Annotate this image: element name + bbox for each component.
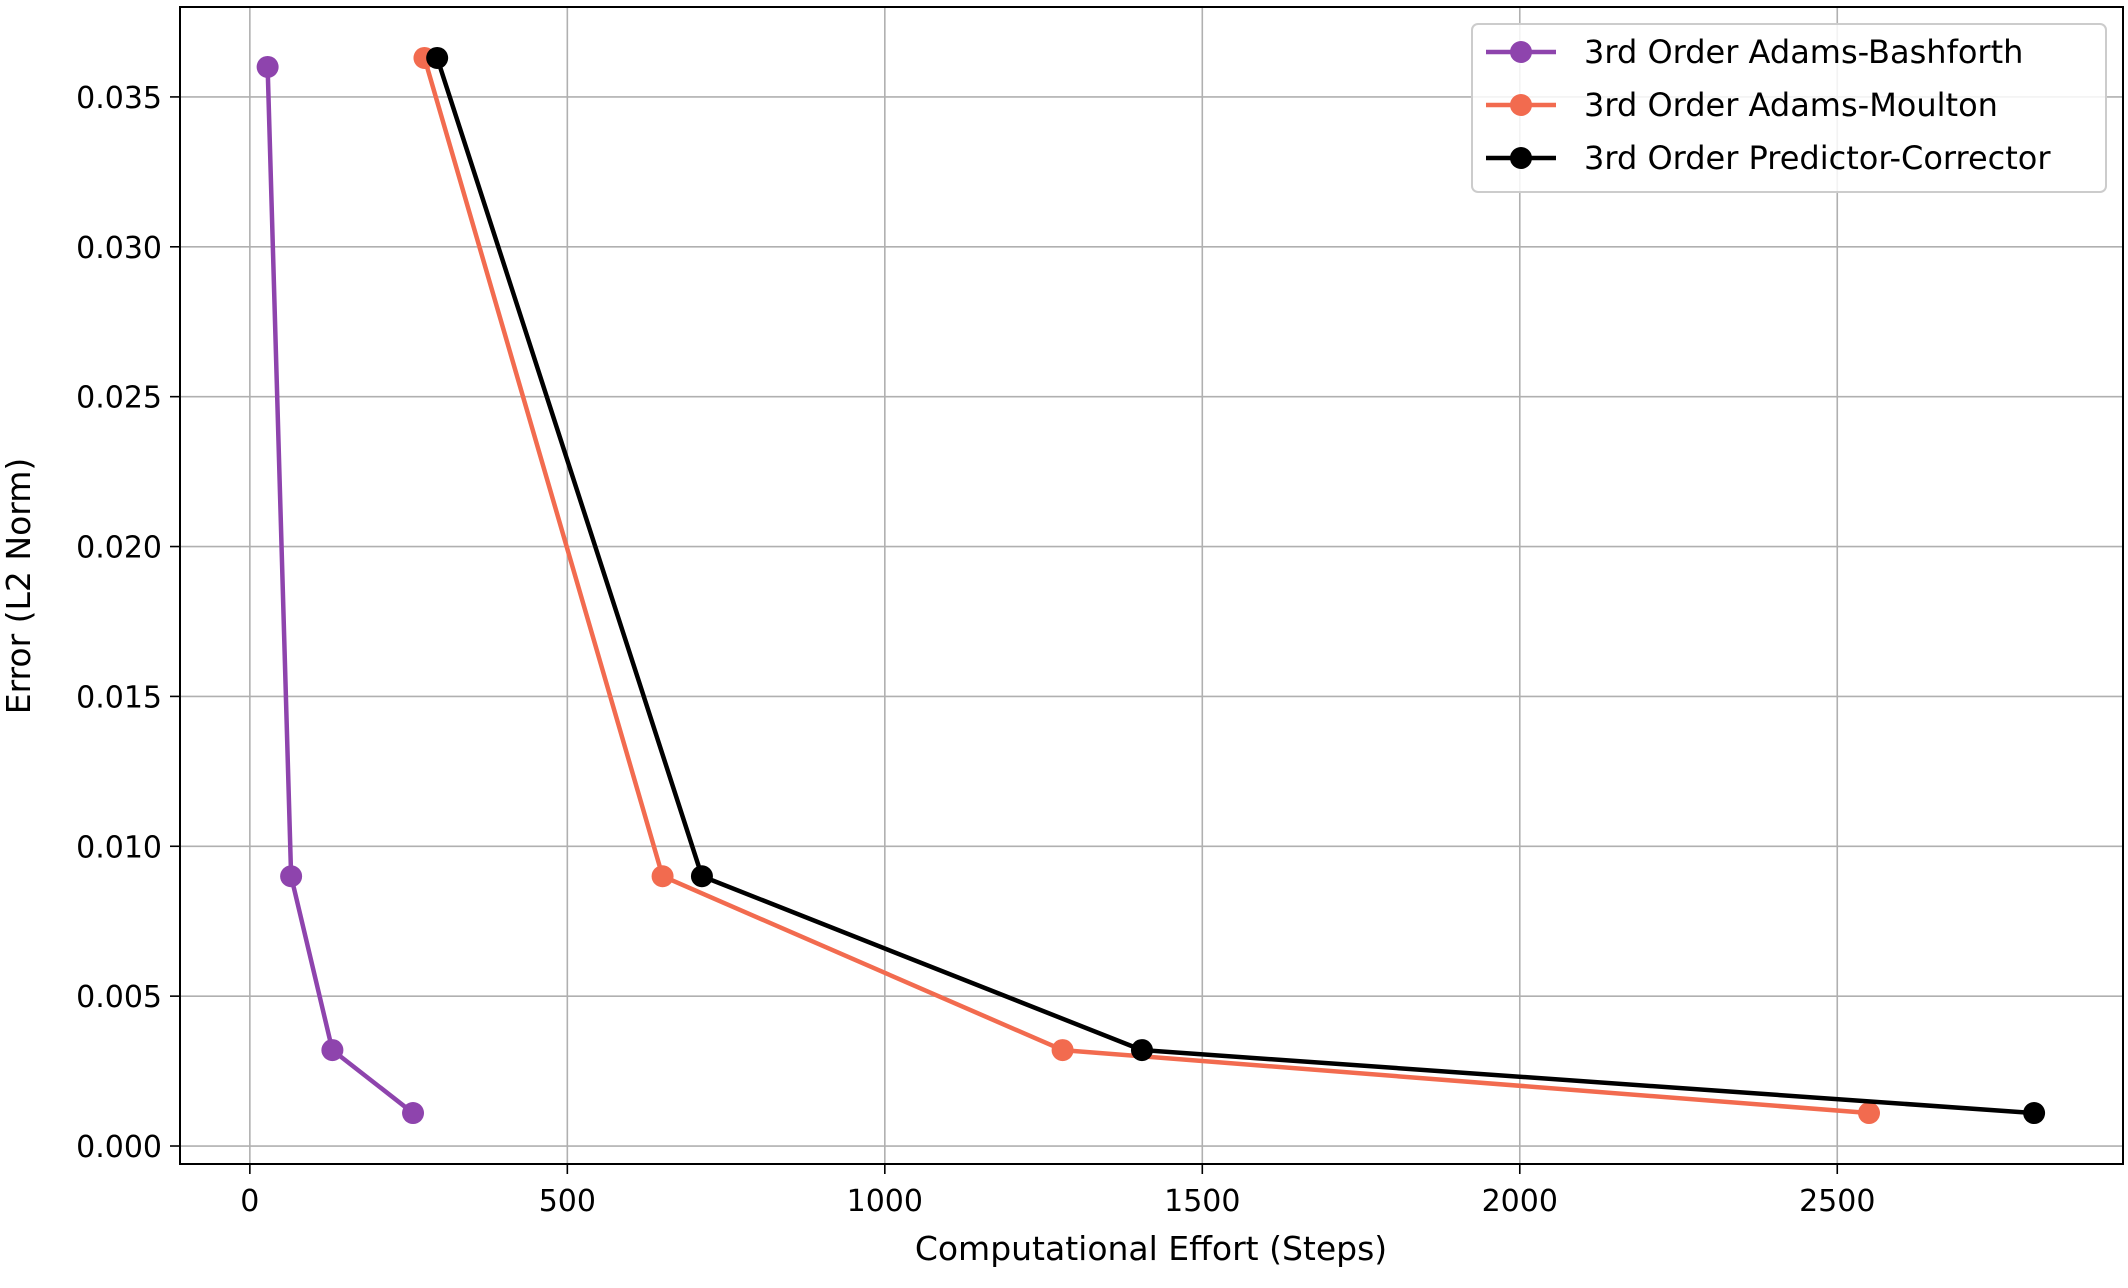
x-tick-label: 2500 (1799, 1184, 1875, 1219)
plot-frame (179, 6, 2124, 1165)
data-point (280, 865, 303, 888)
legend-label: 3rd Order Adams-Bashforth (1584, 33, 2023, 71)
legend-marker (1510, 94, 1532, 116)
legend: 3rd Order Adams-Bashforth 3rd Order Adams… (1471, 23, 2107, 193)
legend-marker (1510, 147, 1532, 169)
axis-ticks: 0 500 1000 1500 2000 2500 0.000 0.005 0.010 0.015… (76, 81, 1875, 1219)
data-point (1130, 1039, 1153, 1062)
y-tick-label: 0.035 (76, 81, 162, 116)
data-point (651, 865, 674, 888)
series-line (265, 66, 415, 1115)
series-2 (413, 46, 1881, 1125)
data-point (402, 1102, 425, 1125)
x-tick-label: 0 (240, 1184, 259, 1219)
data-point (1858, 1102, 1881, 1125)
y-tick-label: 0.025 (76, 381, 162, 416)
legend-label: 3rd Order Predictor-Corrector (1584, 139, 2051, 177)
x-axis-label: Computational Effort (Steps) (915, 1229, 1387, 1268)
x-tick-label: 1000 (847, 1184, 923, 1219)
legend-box (1471, 23, 2107, 193)
series-1 (256, 55, 425, 1125)
x-tick-label: 500 (539, 1184, 596, 1219)
y-tick-label: 0.015 (76, 680, 162, 715)
plot-series (256, 46, 2046, 1125)
data-point (1051, 1039, 1074, 1062)
y-tick-label: 0.010 (76, 830, 162, 865)
legend-entry: 3rd Order Adams-Bashforth (1486, 33, 2023, 71)
data-point (426, 46, 449, 69)
data-point (690, 865, 713, 888)
x-tick-label: 2000 (1482, 1184, 1558, 1219)
legend-entry: 3rd Order Adams-Moulton (1486, 86, 1998, 124)
legend-entry: 3rd Order Predictor-Corrector (1486, 139, 2051, 177)
y-tick-label: 0.000 (76, 1130, 162, 1165)
y-axis-label: Error (L2 Norm) (0, 458, 38, 715)
y-tick-label: 0.020 (76, 531, 162, 566)
data-point (2023, 1102, 2046, 1125)
x-tick-label: 1500 (1164, 1184, 1240, 1219)
data-point (321, 1039, 344, 1062)
y-tick-label: 0.030 (76, 231, 162, 266)
series-line (435, 57, 2035, 1116)
legend-marker (1510, 41, 1532, 63)
series-line (422, 57, 1870, 1116)
legend-label: 3rd Order Adams-Moulton (1584, 86, 1998, 124)
series-3 (426, 46, 2046, 1125)
data-point (256, 55, 279, 78)
y-tick-label: 0.005 (76, 980, 162, 1015)
